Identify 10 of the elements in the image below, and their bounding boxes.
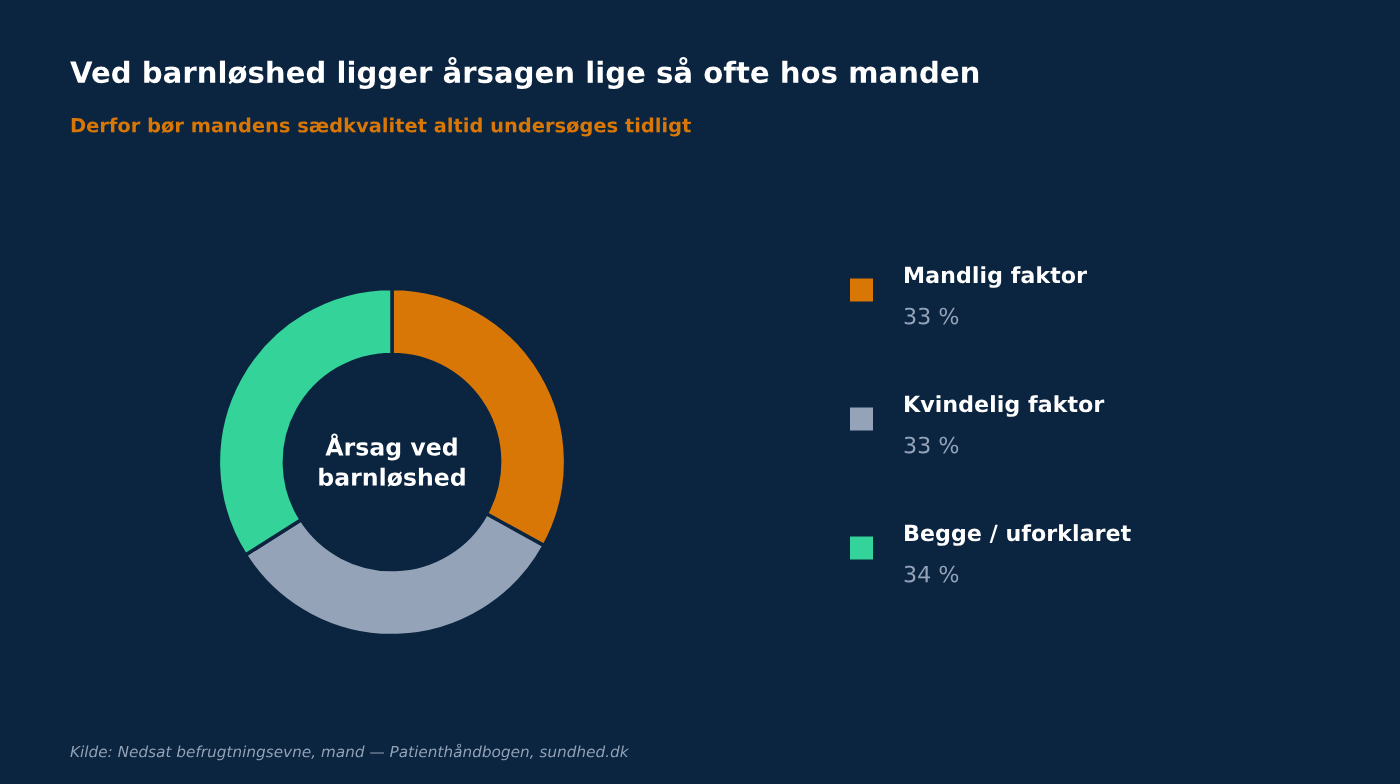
- legend-label: Mandlig faktor: [905, 266, 1087, 288]
- text: Årsag ved barnløshed: [319, 433, 465, 487]
- chart-title: Ved barnløshed ligger årsagen lige så ofte hos manden: [70, 56, 979, 90]
- data-label: 34 %: [904, 565, 959, 583]
- data-label: 33 %: [904, 307, 959, 325]
- legend-label: Kvindelig faktor: [905, 395, 1105, 417]
- chart-subtitle: Derfor bør mandens sædkvalitet altid undersøges tidligt: [71, 117, 691, 137]
- legend-label: Begge / uforklaret: [905, 524, 1131, 546]
- data-label: 33 %: [904, 436, 959, 454]
- text: Kilde: Nedsat befrugtningsevne, mand — Patienthåndbogen, sundhed.dk: [70, 743, 630, 761]
